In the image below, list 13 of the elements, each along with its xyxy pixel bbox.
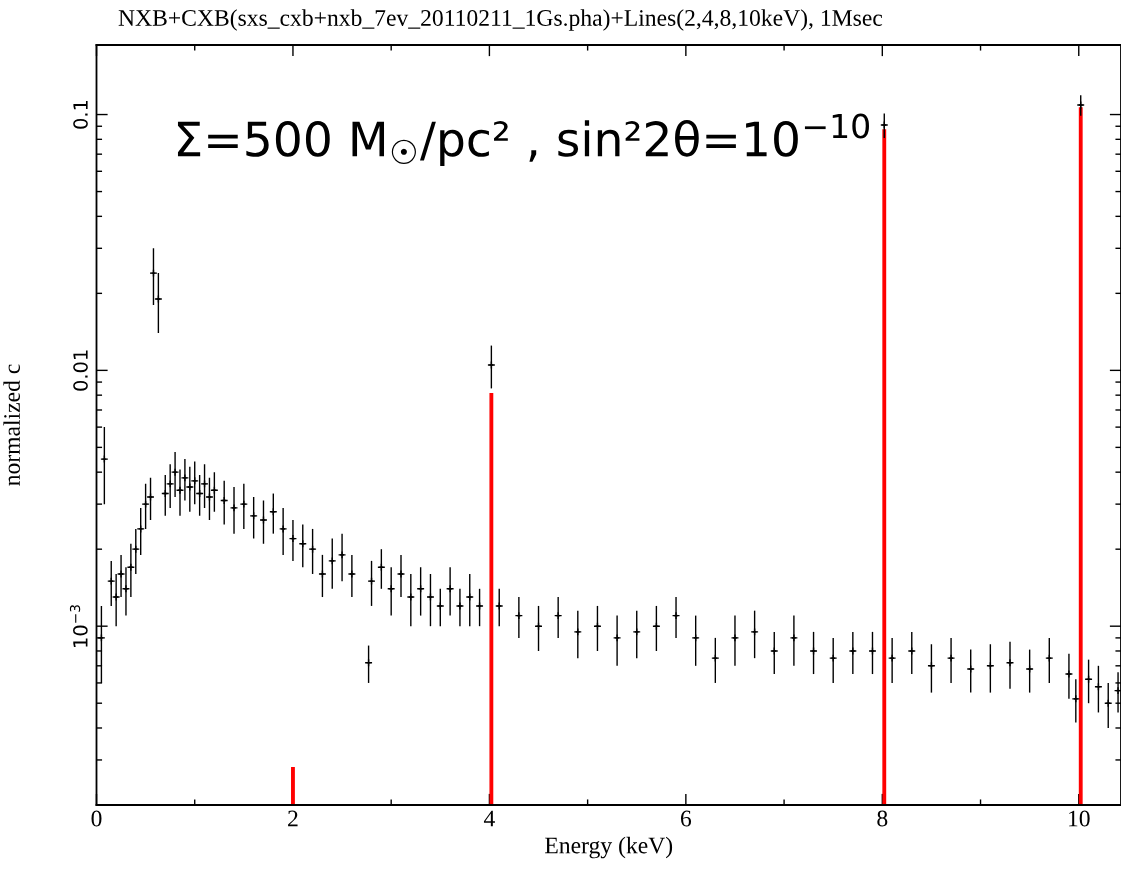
x-tick-label: 8 xyxy=(877,810,888,827)
x-tick-label: 2 xyxy=(288,810,298,827)
y-tick-label: 0.01 xyxy=(73,350,88,391)
y-tick-label: 0.1 xyxy=(73,100,88,129)
y-tick-label: 10$^{−3}$ xyxy=(69,605,88,647)
x-tick-label: 6 xyxy=(680,810,692,827)
chart-title: NXB+CXB(sxs_cxb+nxb_7ev_20110211_1Gs.pha)+Lines(2,4,8,10keV), 1Msec xyxy=(118,9,883,31)
y-axis-title: normalized c xyxy=(3,364,20,486)
x-tick-label: 10 xyxy=(1069,810,1090,827)
x-axis-title: Energy (keV) xyxy=(545,836,673,859)
annotation: Σ=500 M$_{☉}$/pc² , sin²2θ=10$^{−10}$ xyxy=(177,113,869,166)
x-tick-label: 4 xyxy=(483,810,495,827)
x-tick-label: 0 xyxy=(91,810,102,827)
